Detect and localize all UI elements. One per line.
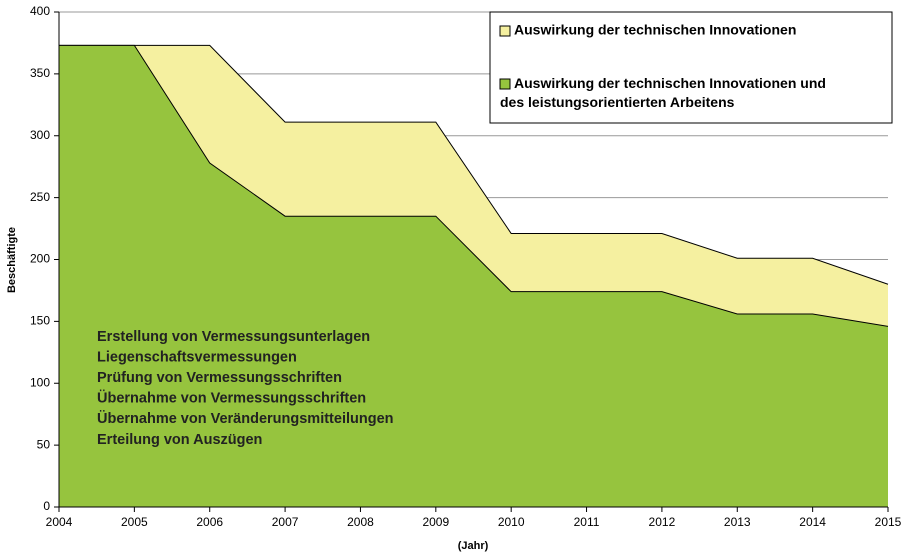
y-tick-label: 250 bbox=[30, 190, 50, 204]
x-tick-label: 2013 bbox=[724, 515, 751, 529]
annotation: Übernahme von Veränderungsmitteilungen bbox=[97, 410, 394, 427]
x-tick-label: 2007 bbox=[272, 515, 299, 529]
y-tick-label: 150 bbox=[30, 314, 50, 328]
annotation: Erteilung von Auszügen bbox=[97, 432, 262, 448]
y-tick-label: 400 bbox=[30, 4, 50, 18]
annotation: Liegenschaftsvermessungen bbox=[97, 349, 297, 365]
x-tick-label: 2010 bbox=[498, 515, 525, 529]
x-tick-label: 2009 bbox=[422, 515, 449, 529]
line bbox=[59, 44, 889, 327]
annotation: Erstellung von Vermessungsunterlagen bbox=[97, 329, 370, 345]
x-axis-label: (Jahr) bbox=[458, 540, 489, 552]
legend-label: Auswirkung der technischen Innovationen bbox=[514, 22, 796, 38]
y-tick-label: 200 bbox=[30, 252, 50, 266]
y-tick-label: 100 bbox=[30, 375, 50, 389]
legend-swatch bbox=[499, 25, 511, 37]
x-tick-label: 2011 bbox=[574, 515, 600, 529]
x-tick-label: 2005 bbox=[121, 515, 148, 529]
annotation: Übernahme von Vermessungsschriften bbox=[97, 390, 366, 407]
line bbox=[59, 44, 889, 285]
legend-box bbox=[489, 11, 893, 124]
legend-swatch bbox=[499, 78, 511, 90]
y-axis-label: Beschäftigte bbox=[6, 227, 18, 293]
x-tick-label: 2008 bbox=[347, 515, 374, 529]
x-tick-label: 2006 bbox=[196, 515, 223, 529]
legend-label: Auswirkung der technischen Innovationen … bbox=[500, 75, 826, 110]
area bbox=[59, 45, 888, 507]
x-tick-label: 2015 bbox=[875, 515, 902, 529]
x-tick-label: 2004 bbox=[46, 515, 73, 529]
y-tick-label: 0 bbox=[43, 499, 50, 513]
annotation: Prüfung von Vermessungsschriften bbox=[97, 370, 342, 386]
y-tick-label: 300 bbox=[30, 128, 50, 142]
y-tick-label: 350 bbox=[30, 66, 50, 80]
y-tick-label: 50 bbox=[37, 437, 51, 451]
x-tick-label: 2014 bbox=[799, 515, 826, 529]
x-tick-label: 2012 bbox=[649, 515, 676, 529]
